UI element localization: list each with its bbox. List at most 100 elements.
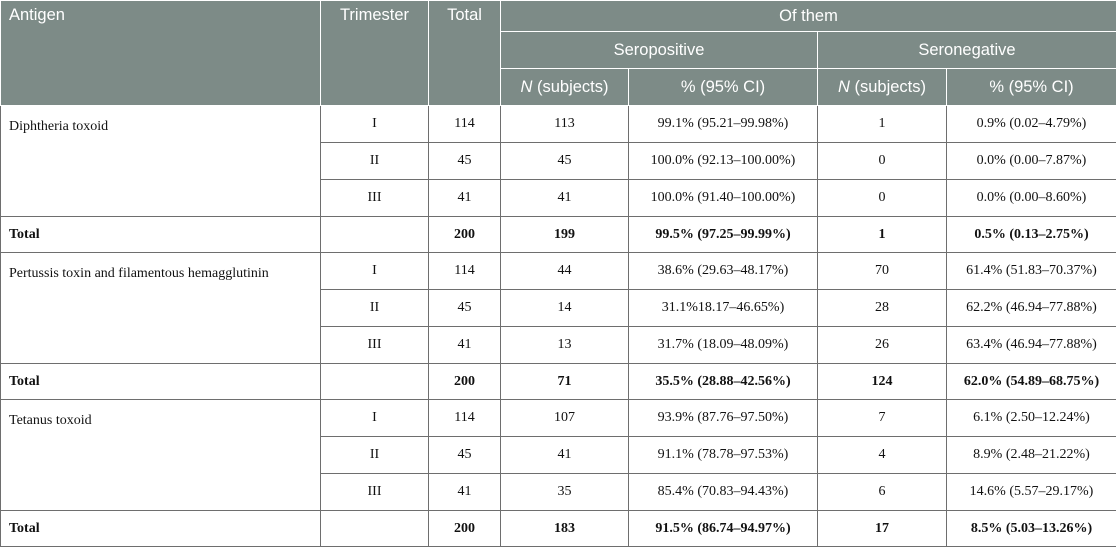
seropositive-n-cell: 41 bbox=[501, 437, 629, 474]
header-pos-n: N (subjects) bbox=[501, 69, 629, 106]
total-cell: 45 bbox=[429, 290, 501, 327]
header-total: Total bbox=[429, 1, 501, 106]
seropositive-pct-cell: 85.4% (70.83–94.43%) bbox=[629, 474, 818, 511]
total-trimester-cell bbox=[321, 511, 429, 547]
seronegative-pct-cell: 14.6% (5.57–29.17%) bbox=[947, 474, 1116, 511]
seropositive-n-cell: 113 bbox=[501, 106, 629, 143]
total-seronegative-n-cell: 17 bbox=[818, 511, 947, 547]
seronegative-pct-cell: 8.9% (2.48–21.22%) bbox=[947, 437, 1116, 474]
total-cell: 41 bbox=[429, 327, 501, 364]
total-seronegative-n-cell: 1 bbox=[818, 217, 947, 253]
seronegative-n-cell: 6 bbox=[818, 474, 947, 511]
total-seropositive-pct-cell: 91.5% (86.74–94.97%) bbox=[629, 511, 818, 547]
total-seropositive-pct-cell: 35.5% (28.88–42.56%) bbox=[629, 364, 818, 400]
seropositive-pct-cell: 31.7% (18.09–48.09%) bbox=[629, 327, 818, 364]
n-letter: N bbox=[838, 78, 850, 96]
trimester-cell: III bbox=[321, 474, 429, 511]
total-trimester-cell bbox=[321, 364, 429, 400]
total-seronegative-pct-cell: 8.5% (5.03–13.26%) bbox=[947, 511, 1116, 547]
antigen-cell: Tetanus toxoid bbox=[1, 400, 321, 511]
total-seronegative-pct-cell: 62.0% (54.89–68.75%) bbox=[947, 364, 1116, 400]
seronegative-n-cell: 26 bbox=[818, 327, 947, 364]
antigen-cell: Pertussis toxin and filamentous hemagglu… bbox=[1, 253, 321, 364]
seropositive-n-cell: 14 bbox=[501, 290, 629, 327]
seropositive-pct-cell: 100.0% (92.13–100.00%) bbox=[629, 143, 818, 180]
trimester-cell: III bbox=[321, 180, 429, 217]
total-seronegative-n-cell: 124 bbox=[818, 364, 947, 400]
n-suffix: (subjects) bbox=[850, 78, 926, 96]
n-suffix: (subjects) bbox=[532, 78, 608, 96]
header-seropositive: Seropositive bbox=[501, 32, 818, 69]
antigen-cell: Diphtheria toxoid bbox=[1, 106, 321, 217]
total-total-cell: 200 bbox=[429, 511, 501, 547]
seropositive-pct-cell: 91.1% (78.78–97.53%) bbox=[629, 437, 818, 474]
header-of-them: Of them bbox=[501, 1, 1116, 32]
seronegative-pct-cell: 63.4% (46.94–77.88%) bbox=[947, 327, 1116, 364]
seropositive-n-cell: 35 bbox=[501, 474, 629, 511]
trimester-cell: II bbox=[321, 143, 429, 180]
seronegative-n-cell: 70 bbox=[818, 253, 947, 290]
header-trimester: Trimester bbox=[321, 1, 429, 106]
total-label: Total bbox=[1, 511, 321, 547]
seronegative-pct-cell: 0.9% (0.02–4.79%) bbox=[947, 106, 1116, 143]
total-seropositive-n-cell: 199 bbox=[501, 217, 629, 253]
total-label: Total bbox=[1, 217, 321, 253]
total-seronegative-pct-cell: 0.5% (0.13–2.75%) bbox=[947, 217, 1116, 253]
seronegative-n-cell: 0 bbox=[818, 180, 947, 217]
total-cell: 41 bbox=[429, 180, 501, 217]
seronegative-n-cell: 7 bbox=[818, 400, 947, 437]
seropositive-pct-cell: 38.6% (29.63–48.17%) bbox=[629, 253, 818, 290]
trimester-cell: I bbox=[321, 106, 429, 143]
seronegative-pct-cell: 0.0% (0.00–7.87%) bbox=[947, 143, 1116, 180]
trimester-cell: I bbox=[321, 400, 429, 437]
total-label: Total bbox=[1, 364, 321, 400]
seropositive-n-cell: 45 bbox=[501, 143, 629, 180]
table-header: Antigen Trimester Total Of them Seroposi… bbox=[1, 1, 1116, 106]
seronegative-n-cell: 1 bbox=[818, 106, 947, 143]
header-pos-pct: % (95% CI) bbox=[629, 69, 818, 106]
total-total-cell: 200 bbox=[429, 217, 501, 253]
trimester-cell: III bbox=[321, 327, 429, 364]
total-trimester-cell bbox=[321, 217, 429, 253]
total-seropositive-n-cell: 71 bbox=[501, 364, 629, 400]
seronegative-n-cell: 4 bbox=[818, 437, 947, 474]
seropositive-n-cell: 107 bbox=[501, 400, 629, 437]
header-seronegative: Seronegative bbox=[818, 32, 1116, 69]
trimester-cell: II bbox=[321, 437, 429, 474]
seronegative-pct-cell: 62.2% (46.94–77.88%) bbox=[947, 290, 1116, 327]
total-cell: 114 bbox=[429, 106, 501, 143]
total-cell: 114 bbox=[429, 253, 501, 290]
seropositive-pct-cell: 100.0% (91.40–100.00%) bbox=[629, 180, 818, 217]
seronegative-pct-cell: 6.1% (2.50–12.24%) bbox=[947, 400, 1116, 437]
header-neg-pct: % (95% CI) bbox=[947, 69, 1116, 106]
table-row: Pertussis toxin and filamentous hemagglu… bbox=[1, 253, 1116, 290]
total-cell: 41 bbox=[429, 474, 501, 511]
seropositive-n-cell: 44 bbox=[501, 253, 629, 290]
seropositive-pct-cell: 93.9% (87.76–97.50%) bbox=[629, 400, 818, 437]
seropositive-n-cell: 13 bbox=[501, 327, 629, 364]
total-seropositive-n-cell: 183 bbox=[501, 511, 629, 547]
total-cell: 45 bbox=[429, 437, 501, 474]
seropositive-pct-cell: 31.1%18.17–46.65%) bbox=[629, 290, 818, 327]
n-letter: N bbox=[520, 78, 532, 96]
trimester-cell: II bbox=[321, 290, 429, 327]
header-neg-n: N (subjects) bbox=[818, 69, 947, 106]
header-antigen: Antigen bbox=[1, 1, 321, 106]
total-cell: 45 bbox=[429, 143, 501, 180]
total-total-cell: 200 bbox=[429, 364, 501, 400]
trimester-cell: I bbox=[321, 253, 429, 290]
total-cell: 114 bbox=[429, 400, 501, 437]
seropositive-n-cell: 41 bbox=[501, 180, 629, 217]
total-seropositive-pct-cell: 99.5% (97.25–99.99%) bbox=[629, 217, 818, 253]
seronegative-n-cell: 28 bbox=[818, 290, 947, 327]
seropositive-pct-cell: 99.1% (95.21–99.98%) bbox=[629, 106, 818, 143]
seronegative-pct-cell: 0.0% (0.00–8.60%) bbox=[947, 180, 1116, 217]
seronegative-pct-cell: 61.4% (51.83–70.37%) bbox=[947, 253, 1116, 290]
